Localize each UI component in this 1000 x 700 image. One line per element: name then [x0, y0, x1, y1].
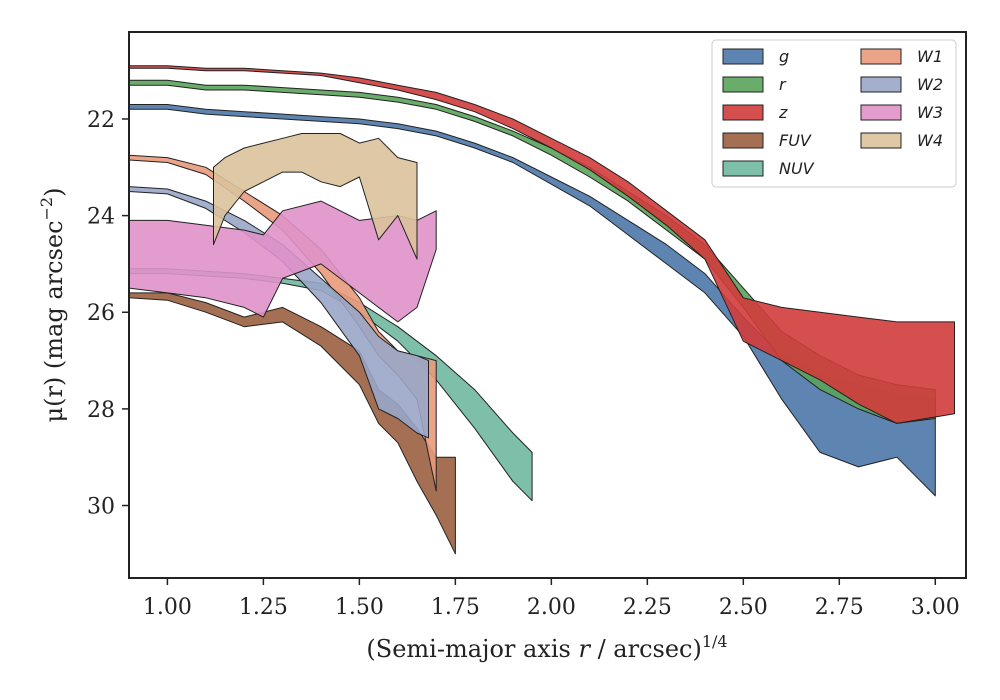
legend-label-r: r — [779, 75, 787, 94]
legend-swatch-fuv — [722, 132, 764, 149]
legend-label-z: z — [778, 103, 788, 122]
x-tick-label: 2.50 — [719, 595, 768, 620]
x-tick-label: 1.00 — [143, 595, 192, 620]
x-tick-label: 2.25 — [623, 595, 672, 620]
band-w3 — [129, 200, 437, 323]
legend-label-fuv: FUV — [779, 131, 812, 150]
plot-frame — [128, 31, 967, 579]
y-axis-label: μ(r) (mag arcsec−2) — [37, 188, 68, 423]
x-tick-label: 1.25 — [239, 595, 288, 620]
x-tick-label: 1.75 — [431, 595, 480, 620]
legend-swatch-r — [722, 76, 764, 93]
legend-swatch-w3 — [860, 104, 902, 121]
series-layer — [129, 65, 955, 555]
legend-swatch-w4 — [860, 132, 902, 149]
legend-label-w2: W2 — [917, 75, 943, 94]
legend-label-w4: W4 — [917, 131, 943, 150]
legend: grz FUV NUV W1 W2 W3 W4 — [711, 39, 957, 188]
legend-swatch-w1 — [860, 48, 902, 65]
legend-swatch-g — [722, 48, 764, 65]
y-tick-label: 24 — [87, 205, 115, 230]
x-tick-label: 2.00 — [527, 595, 576, 620]
band-w4 — [213, 133, 418, 260]
band-fuv — [129, 292, 456, 555]
x-axis-label: (Semi-major axis r / arcsec)1/4 — [366, 632, 727, 663]
x-tick-label: 2.75 — [815, 595, 864, 620]
legend-swatch-z — [722, 104, 764, 121]
y-tick-label: 26 — [87, 301, 115, 326]
y-tick-label: 28 — [87, 398, 115, 423]
legend-swatch-w2 — [860, 76, 902, 93]
x-tick-label: 1.50 — [335, 595, 384, 620]
x-axis: 1.00 1.25 1.50 1.75 2.00 2.25 2.50 2.75 3.00 — [143, 578, 960, 620]
y-tick-label: 22 — [87, 108, 115, 133]
legend-swatch-nuv — [722, 160, 764, 177]
x-tick-label: 3.00 — [911, 595, 960, 620]
legend-label-w3: W3 — [917, 103, 943, 122]
legend-label-g: g — [779, 47, 789, 66]
legend-label-w1: W1 — [917, 47, 943, 66]
y-tick-label: 30 — [87, 495, 115, 520]
y-axis: 22 24 26 28 30 — [87, 108, 129, 520]
band-g — [129, 104, 936, 497]
legend-label-nuv: NUV — [779, 159, 815, 178]
band-z — [129, 65, 955, 424]
